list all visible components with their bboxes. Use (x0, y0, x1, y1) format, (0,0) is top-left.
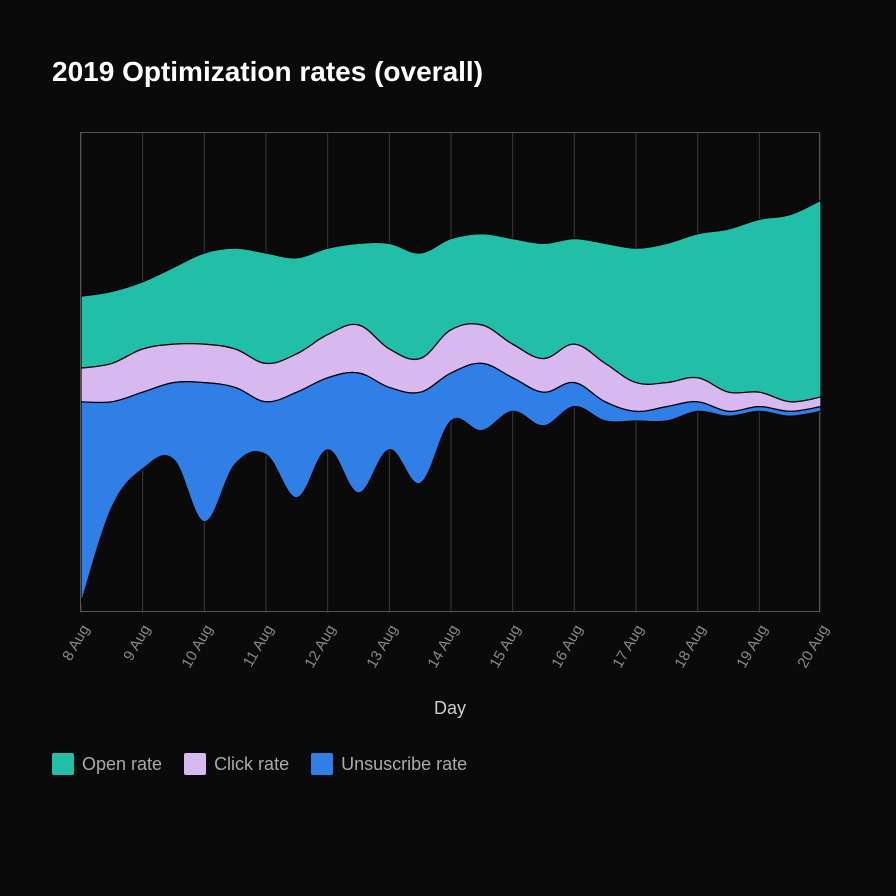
x-tick-label: 9 Aug (120, 622, 154, 664)
legend-swatch (52, 753, 74, 775)
x-tick-label: 15 Aug (486, 622, 524, 671)
x-tick-label: 10 Aug (178, 622, 216, 671)
legend-label: Click rate (214, 754, 289, 775)
x-tick-label: 19 Aug (733, 622, 771, 671)
chart-wrap: 8 Aug9 Aug10 Aug11 Aug12 Aug13 Aug14 Aug… (80, 132, 844, 775)
legend-label: Open rate (82, 754, 162, 775)
x-tick-label: 17 Aug (610, 622, 648, 671)
plot-svg (81, 133, 821, 613)
x-axis-ticks: 8 Aug9 Aug10 Aug11 Aug12 Aug13 Aug14 Aug… (80, 618, 820, 688)
x-tick-label: 13 Aug (363, 622, 401, 671)
x-tick-label: 12 Aug (301, 622, 339, 671)
x-tick-label: 8 Aug (59, 622, 93, 664)
x-tick-label: 14 Aug (425, 622, 463, 671)
legend-item: Unsuscribe rate (311, 753, 467, 775)
plot-area (80, 132, 820, 612)
legend-item: Open rate (52, 753, 162, 775)
x-tick-label: 18 Aug (671, 622, 709, 671)
legend-label: Unsuscribe rate (341, 754, 467, 775)
chart-container: 2019 Optimization rates (overall) 8 Aug 9… (0, 0, 896, 815)
x-tick-label: 16 Aug (548, 622, 586, 671)
legend-swatch (184, 753, 206, 775)
x-axis-label: Day (80, 698, 820, 719)
chart-title: 2019 Optimization rates (overall) (52, 56, 844, 88)
legend-item: Click rate (184, 753, 289, 775)
x-tick-label: 11 Aug (240, 622, 278, 670)
legend-swatch (311, 753, 333, 775)
legend: Open rate Click rate Unsuscribe rate (52, 753, 844, 775)
x-tick-label: 20 Aug (795, 622, 833, 671)
